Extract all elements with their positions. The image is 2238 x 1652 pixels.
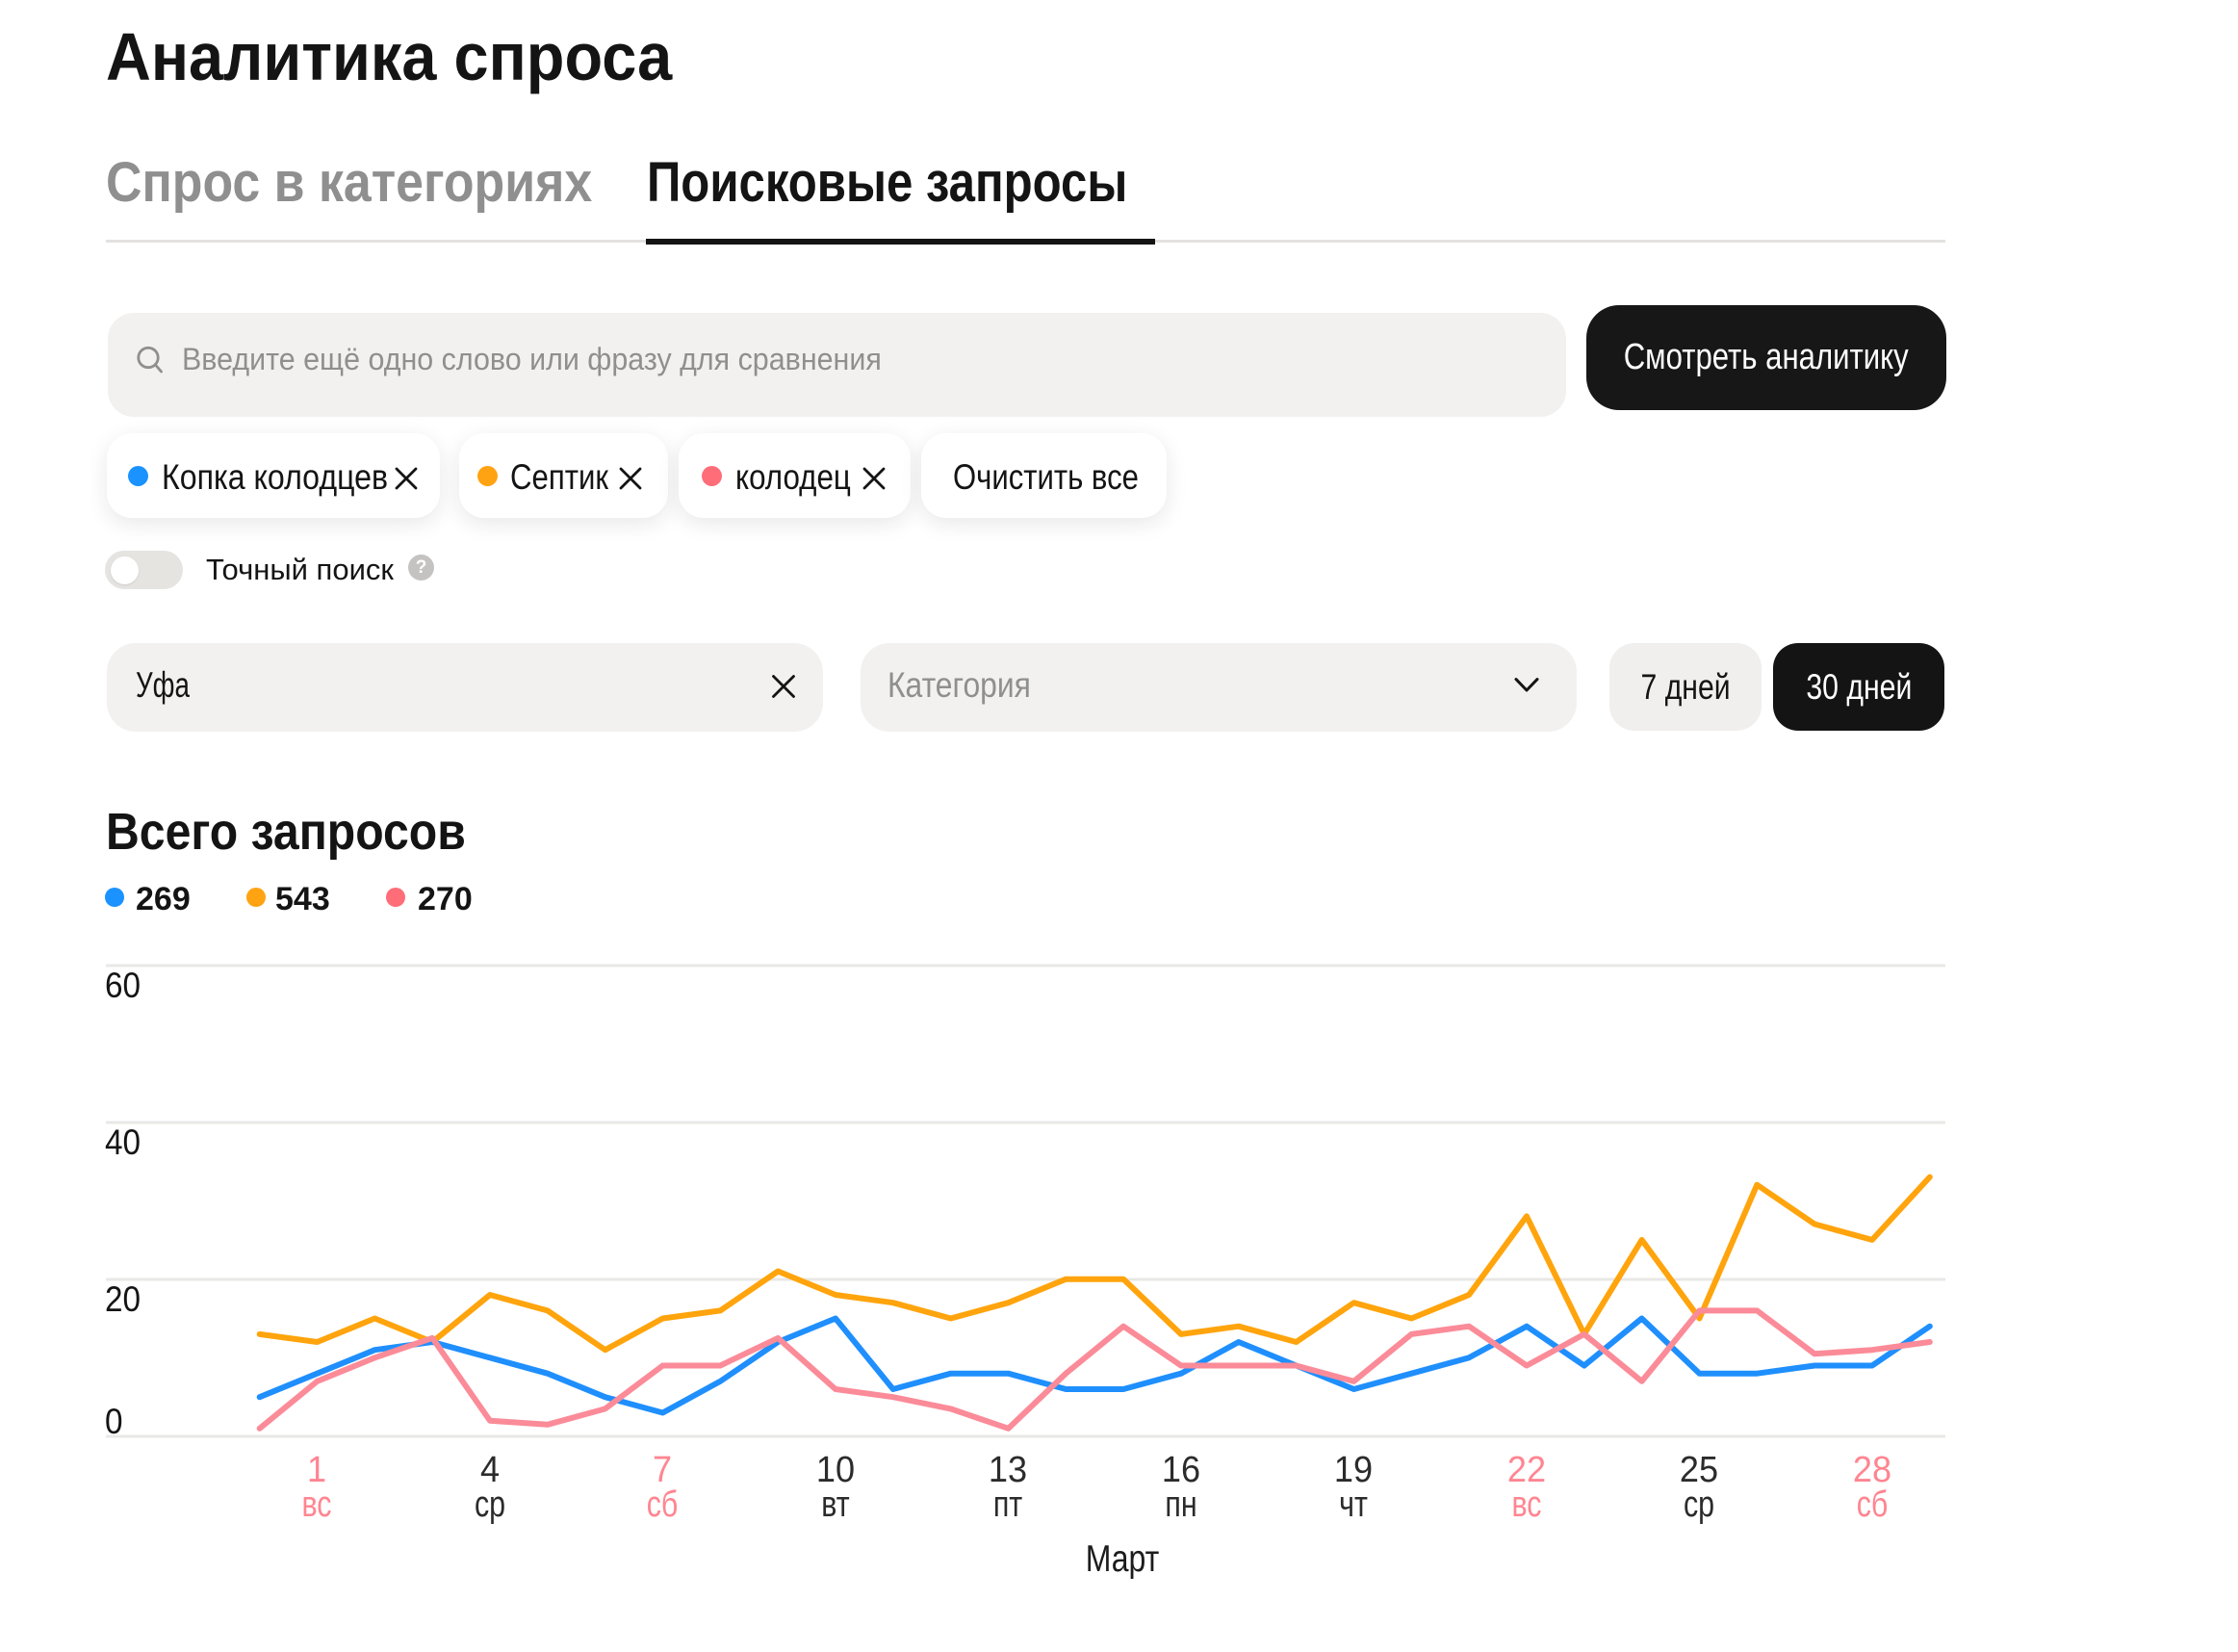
svg-text:28: 28	[1853, 1448, 1891, 1489]
svg-text:0: 0	[105, 1402, 123, 1441]
svg-text:Март: Март	[1086, 1537, 1160, 1580]
svg-text:25: 25	[1680, 1448, 1718, 1489]
svg-text:20: 20	[105, 1279, 141, 1319]
svg-text:ср: ср	[1684, 1484, 1714, 1525]
svg-text:16: 16	[1162, 1448, 1200, 1489]
svg-text:4: 4	[480, 1448, 500, 1489]
svg-text:вс: вс	[301, 1484, 331, 1525]
svg-text:пн: пн	[1165, 1484, 1196, 1525]
svg-text:10: 10	[816, 1448, 855, 1489]
svg-text:60: 60	[105, 966, 141, 1005]
svg-text:чт: чт	[1339, 1484, 1368, 1525]
svg-text:19: 19	[1334, 1448, 1373, 1489]
svg-text:1: 1	[307, 1448, 326, 1489]
svg-text:вс: вс	[1511, 1484, 1541, 1525]
svg-text:40: 40	[105, 1123, 141, 1162]
svg-text:7: 7	[653, 1448, 672, 1489]
svg-text:13: 13	[989, 1448, 1027, 1489]
svg-text:22: 22	[1507, 1448, 1546, 1489]
svg-text:ср: ср	[475, 1484, 505, 1525]
svg-text:пт: пт	[993, 1484, 1023, 1525]
svg-text:вт: вт	[821, 1484, 850, 1525]
svg-text:сб: сб	[647, 1484, 679, 1525]
svg-text:сб: сб	[1857, 1484, 1889, 1525]
